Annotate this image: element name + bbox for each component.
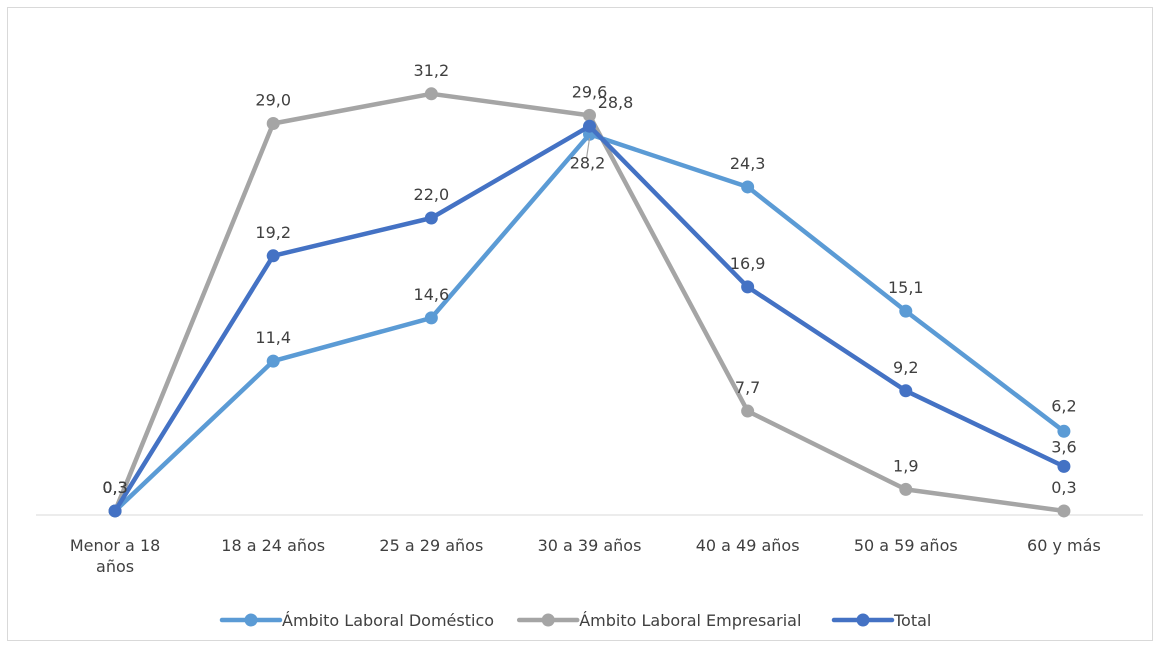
legend-swatch-marker-ambito-laboral-domestico xyxy=(244,613,258,627)
data-point-total xyxy=(424,211,438,225)
data-point-ambito-laboral-empresarial xyxy=(583,108,596,122)
data-label-total: 19,2 xyxy=(255,223,291,242)
data-label-ambito-laboral-domestico: 24,3 xyxy=(730,154,766,173)
data-point-total xyxy=(266,249,280,263)
data-point-ambito-laboral-empresarial xyxy=(424,87,438,101)
x-tick-label: 30 a 39 años xyxy=(538,536,642,555)
category-label-layer: Menor a 18 años 18 a 24 años 25 a 29 años 30… xyxy=(70,536,1101,576)
data-label-ambito-laboral-empresarial: 29,0 xyxy=(255,91,291,110)
data-point-total xyxy=(741,280,755,294)
data-label-total: 3,6 xyxy=(1051,437,1076,456)
data-label-ambito-laboral-empresarial: 1,9 xyxy=(893,456,918,475)
data-label-total: 22,0 xyxy=(414,185,450,204)
legend-label-ambito-laboral-empresarial: Ámbito Laboral Empresarial xyxy=(579,611,801,630)
x-tick-label: 40 a 49 años xyxy=(696,536,800,555)
data-label-ambito-laboral-empresarial: 0,3 xyxy=(102,478,127,497)
x-tick-label: 25 a 29 años xyxy=(379,536,483,555)
legend-swatch-marker-total xyxy=(856,613,870,627)
data-label-total: 28,8 xyxy=(598,93,634,112)
legend-label-total: Total xyxy=(893,611,931,630)
data-point-ambito-laboral-domestico xyxy=(741,180,755,194)
data-point-ambito-laboral-domestico xyxy=(424,311,438,325)
series-layer xyxy=(108,87,1071,518)
data-label-ambito-laboral-domestico: 14,6 xyxy=(414,285,450,304)
data-point-ambito-laboral-domestico xyxy=(1057,424,1071,438)
data-label-total: 16,9 xyxy=(730,254,766,273)
data-label-ambito-laboral-empresarial: 29,6 xyxy=(572,82,608,101)
data-point-ambito-laboral-domestico xyxy=(266,354,280,368)
data-label-ambito-laboral-empresarial: 7,7 xyxy=(735,378,760,397)
data-label-ambito-laboral-empresarial: 31,2 xyxy=(414,61,450,80)
data-label-total: 9,2 xyxy=(893,358,918,377)
data-point-ambito-laboral-empresarial xyxy=(1057,504,1071,518)
data-label-layer: 0,3 11,4 14,6 28,2 24,3 15,1 6,2 0,3 29,0 31,2 29,… xyxy=(102,61,1076,497)
data-label-ambito-laboral-domestico: 28,2 xyxy=(570,153,606,172)
data-label-ambito-laboral-empresarial: 0,3 xyxy=(1051,478,1076,497)
data-point-ambito-laboral-domestico xyxy=(899,304,913,318)
x-tick-label: 60 y más xyxy=(1027,536,1101,555)
data-point-total xyxy=(583,119,596,133)
x-tick-label: Menor a 18 años xyxy=(70,536,161,576)
data-label-ambito-laboral-domestico: 11,4 xyxy=(255,328,291,347)
data-point-total xyxy=(1057,459,1071,473)
data-point-ambito-laboral-empresarial xyxy=(266,117,280,130)
x-tick-label: 50 a 59 años xyxy=(854,536,958,555)
data-point-ambito-laboral-empresarial xyxy=(741,404,755,418)
data-label-total: 0,3 xyxy=(102,478,127,497)
data-point-total xyxy=(108,504,122,518)
legend-swatch-marker-ambito-laboral-empresarial xyxy=(541,613,555,627)
data-label-ambito-laboral-domestico: 6,2 xyxy=(1051,396,1076,415)
legend-label-ambito-laboral-domestico: Ámbito Laboral Doméstico xyxy=(282,611,494,630)
data-label-ambito-laboral-domestico: 0,3 xyxy=(102,478,127,497)
data-label-leader xyxy=(585,138,591,159)
data-label-ambito-laboral-domestico: 15,1 xyxy=(888,278,924,297)
data-point-total xyxy=(899,384,913,398)
data-point-ambito-laboral-empresarial xyxy=(899,482,913,496)
legend: Ámbito Laboral Doméstico Ámbito Laboral E… xyxy=(219,611,931,630)
x-tick-label: 18 a 24 años xyxy=(221,536,325,555)
